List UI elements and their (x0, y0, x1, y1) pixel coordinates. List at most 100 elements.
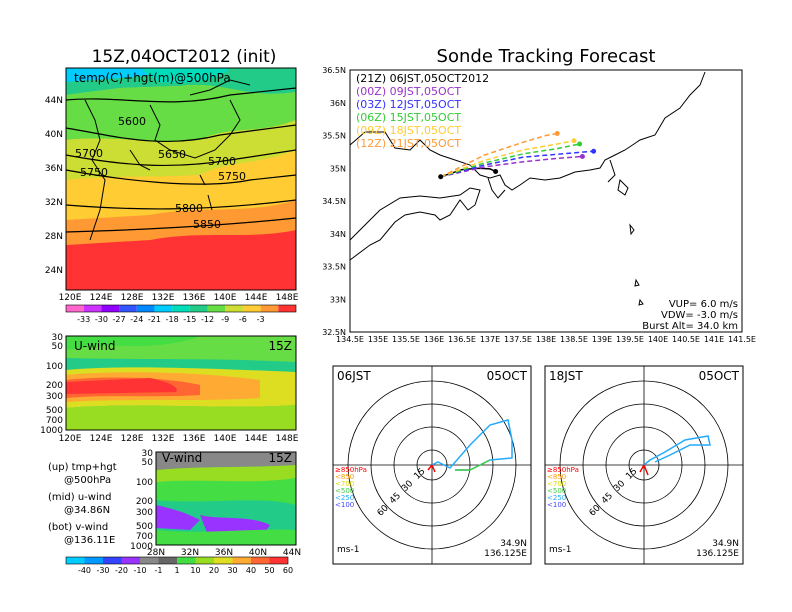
track-legend-item: (06Z) 15JST,05OCT (356, 111, 461, 124)
lat-tick: 44N (283, 548, 301, 558)
right-title: Sonde Tracking Forecast (437, 46, 656, 67)
track-map-frame (349, 69, 743, 333)
legend-mid-a: (mid) u-wind (48, 492, 111, 503)
pressure-legend-item: <500 (547, 487, 566, 495)
track-legend: (21Z) 06JST,05OCT2012(00Z) 09JST,05OCT(0… (356, 72, 489, 150)
colorbar-swatch (242, 305, 261, 312)
hodograph-lat: 34.9N (500, 539, 527, 549)
hodograph-trace (643, 435, 711, 466)
lon-tick: 128E (121, 434, 144, 444)
lon-tick: 137E (480, 335, 500, 344)
left-lat-ticks: 44N 40N 36N 32N 28N 24N (45, 96, 63, 276)
vwind-time: 15Z (269, 451, 293, 465)
lat-tick: 32N (181, 548, 199, 558)
pressure-tick: 100 (136, 478, 153, 488)
colorbar-swatch (154, 305, 173, 312)
contour-label: 5750 (80, 166, 108, 179)
uwind-label: U-wind (74, 339, 115, 353)
pressure-tick: 30 (142, 449, 154, 459)
track-legend-item: (12Z) 21JST,05OCT (356, 137, 461, 150)
pressure-legend-item: ≥850hPa (547, 466, 579, 474)
temp-colorbar: -33 -30 -27 -24 -21 -18 -15 -12 -9 -6 -3 (65, 304, 297, 324)
temp-map (65, 67, 297, 291)
lat-tick: 33N (330, 295, 346, 304)
pressure-tick: 50 (142, 458, 154, 468)
hodograph-trace (455, 459, 491, 471)
colorbar-label: -9 (221, 315, 229, 324)
uwind-time: 15Z (269, 339, 293, 353)
lon-tick: 124E (90, 293, 113, 303)
track-line (440, 167, 496, 178)
lat-tick: 33.5N (322, 263, 346, 272)
pressure-legend-item: <850 (335, 473, 354, 481)
pressure-tick: 500 (136, 522, 153, 532)
colorbar-label: -21 (148, 315, 161, 324)
lon-tick: 148E (276, 434, 299, 444)
lon-tick: 140E (214, 293, 237, 303)
contour-label: 5800 (175, 202, 203, 215)
colorbar-swatch (140, 557, 159, 564)
pressure-legend-item: <250 (335, 494, 354, 502)
pressure-tick: 200 (46, 381, 63, 391)
pressure-tick: 300 (46, 392, 63, 402)
pressure-legend-item: <100 (547, 501, 566, 509)
colorbar-swatch (269, 557, 288, 564)
lon-tick: 148E (276, 293, 299, 303)
pressure-tick: 200 (136, 497, 153, 507)
left-lon-ticks: 120E 124E 128E 132E 136E 140E 144E 148E (59, 293, 299, 303)
launch-point (438, 174, 444, 180)
lat-tick: 36N (330, 99, 346, 108)
colorbar-label: 40 (246, 566, 256, 575)
pressure-tick: 300 (136, 508, 153, 518)
lon-tick: 132E (152, 434, 175, 444)
colorbar-swatch (278, 305, 296, 312)
lat-tick: 36N (45, 164, 63, 174)
track-legend-item: (09Z) 18JST,05OCT (356, 124, 461, 137)
pressure-legend-item: <700 (547, 480, 566, 488)
colorbar-label: -3 (257, 315, 265, 324)
lon-tick: 124E (90, 434, 113, 444)
track-line (440, 155, 583, 178)
hodograph-lon: 136.125E (484, 549, 527, 559)
colorbar-swatch (66, 557, 85, 564)
hodograph-date: 05OCT (699, 369, 740, 383)
colorbar-swatch (225, 305, 243, 312)
pressure-tick: 30 (52, 333, 64, 343)
track-endpoint (554, 131, 560, 137)
colorbar-label: -1 (155, 566, 163, 575)
lon-tick: 136E (183, 434, 206, 444)
track-legend-item: (21Z) 06JST,05OCT2012 (356, 72, 489, 85)
track-endpoint (577, 141, 583, 147)
colorbar-frame (65, 304, 297, 313)
colorbar-label: -30 (96, 566, 109, 575)
hodograph-lon: 136.125E (696, 549, 739, 559)
vwind-lat-ticks: 28N 32N 36N 40N 44N (147, 548, 301, 558)
lon-tick: 139E (592, 335, 612, 344)
hodograph-time: 18JST (549, 369, 583, 383)
track-line (440, 132, 558, 178)
pressure-legend-item: <850 (547, 473, 566, 481)
colorbar-label: -30 (95, 315, 108, 324)
colorbar-label: 1 (174, 566, 179, 575)
lon-tick: 120E (59, 293, 82, 303)
colorbar-label: -20 (115, 566, 128, 575)
lon-tick: 135.5E (392, 335, 420, 344)
pressure-tick: 1000 (40, 426, 63, 436)
pressure-legend-item: <100 (335, 501, 354, 509)
lon-tick: 128E (121, 293, 144, 303)
pressure-tick: 100 (46, 362, 63, 372)
colorbar-swatch (158, 557, 177, 564)
lat-tick: 34N (330, 230, 346, 239)
hodograph-unit: ms-1 (337, 545, 359, 555)
legend-up-b: @500hPa (64, 475, 111, 486)
colorbar-label: -40 (78, 566, 91, 575)
colorbar-frame (65, 556, 289, 565)
lon-tick: 139.5E (616, 335, 644, 344)
pressure-tick: 1000 (130, 542, 153, 552)
colorbar-label: -12 (201, 315, 214, 324)
lon-tick: 141E (704, 335, 724, 344)
temp-map-label: temp(C)+hgt(m)@500hPa (74, 71, 231, 85)
right-lon-ticks: 134.5E 135E 135.5E 136E 136.5E 137E 137.5E 138E… (336, 335, 756, 344)
